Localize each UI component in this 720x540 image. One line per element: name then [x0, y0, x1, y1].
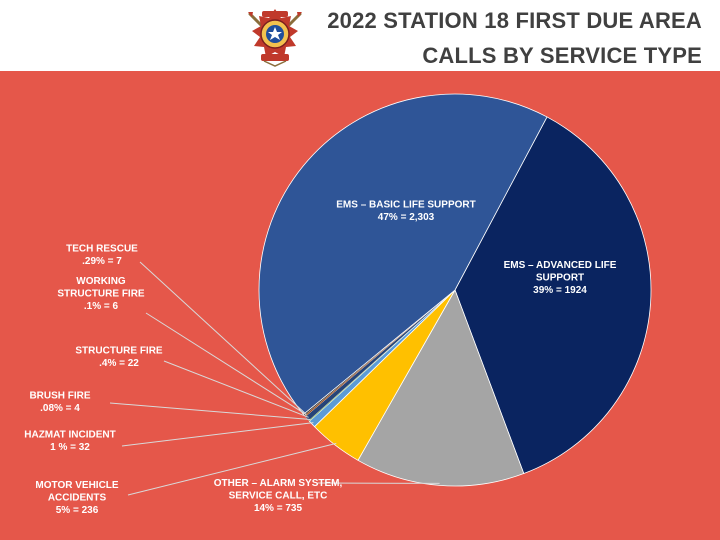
leader-lines: [109, 261, 440, 496]
slice-label-line: TECH RESCUE: [66, 243, 138, 254]
pie-slices: [258, 93, 652, 487]
slice-label: OTHER – ALARM SYSTEM, SERVICE CALL, ETC 14…: [214, 478, 343, 514]
leader-line: [163, 360, 309, 418]
slice-label-line: .4% = 22: [99, 358, 139, 369]
leader-line: [127, 442, 337, 496]
leader-line: [121, 422, 314, 447]
slice-label-line: EMS – BASIC LIFE SUPPORT: [336, 199, 475, 210]
slice-label: WORKING STRUCTURE FIRE .1% = 6: [57, 276, 145, 312]
fire-department-badge-icon: [248, 9, 302, 67]
slice-label-line: BRUSH FIRE: [29, 390, 90, 401]
slice-label-line: 14% = 735: [254, 503, 303, 514]
slice-label-line: 47% = 2,303: [378, 212, 435, 223]
slice-label-line: .29% = 7: [82, 256, 122, 267]
slice-labels: EMS – ADVANCED LIFE SUPPORT 39% = 1924 OTHE…: [24, 199, 616, 516]
slice-label-line: WORKING: [76, 276, 126, 287]
slice-label: EMS – BASIC LIFE SUPPORT 47% = 2,303: [336, 199, 475, 223]
slice-label: BRUSH FIRE .08% = 4: [29, 390, 90, 414]
leader-line: [139, 261, 306, 414]
pie-slice: [454, 116, 652, 475]
slice-label-line: 5% = 236: [56, 505, 99, 516]
slice-label-line: STRUCTURE FIRE: [75, 345, 163, 356]
slice-label-line: .1% = 6: [84, 301, 119, 312]
pie-slice: [357, 289, 525, 487]
pie-slice: [258, 93, 548, 415]
header-bar: 2022 STATION 18 FIRST DUE AREA CALLS BY …: [0, 0, 720, 71]
slice-label-line: EMS – ADVANCED LIFE: [504, 260, 617, 271]
slice-label-line: OTHER – ALARM SYSTEM,: [214, 478, 343, 489]
slice-label: STRUCTURE FIRE .4% = 22: [75, 345, 163, 369]
slice-label-line: SUPPORT: [536, 273, 584, 284]
slice-label-line: .08% = 4: [40, 403, 80, 414]
leader-line: [109, 402, 311, 420]
title-line-1: 2022 STATION 18 FIRST DUE AREA: [327, 8, 702, 33]
slice-label-line: STRUCTURE FIRE: [57, 289, 145, 300]
slice-label: HAZMAT INCIDENT 1 % = 32: [24, 429, 115, 453]
slice-label: TECH RESCUE .29% = 7: [66, 243, 138, 266]
slice-label-line: 1 % = 32: [50, 442, 90, 453]
slice-label: EMS – ADVANCED LIFE SUPPORT 39% = 1924: [504, 260, 617, 296]
title-line-2: CALLS BY SERVICE TYPE: [422, 43, 702, 68]
leader-line: [145, 312, 307, 416]
slice-label-line: MOTOR VEHICLE: [35, 480, 118, 491]
slice-label: MOTOR VEHICLE ACCIDENTS 5% = 236: [35, 480, 118, 516]
slice-label-line: HAZMAT INCIDENT: [24, 429, 115, 440]
slice-label-line: ACCIDENTS: [48, 493, 107, 504]
slice-label-line: SERVICE CALL, ETC: [229, 491, 328, 502]
slice-label-line: 39% = 1924: [533, 285, 587, 296]
